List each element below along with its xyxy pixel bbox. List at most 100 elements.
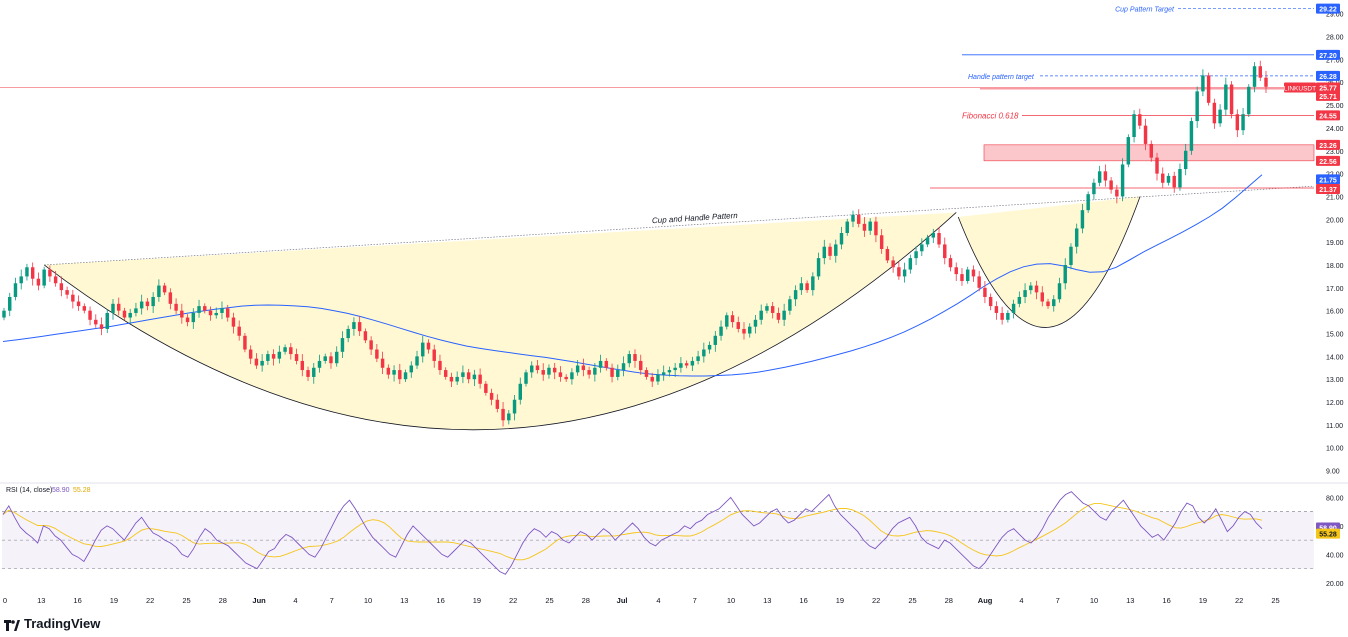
candle: [1069, 243, 1073, 270]
candle: [42, 266, 46, 289]
candle: [948, 254, 953, 272]
candle: [300, 354, 305, 377]
candle: [306, 366, 310, 382]
price-axis-label: 26.28: [1316, 70, 1340, 81]
candle: [180, 303, 184, 324]
candle-body: [1264, 77, 1268, 87]
candle: [616, 364, 620, 381]
price-tick-label: 18.00: [1326, 263, 1344, 270]
candle: [415, 350, 419, 369]
candle: [432, 344, 436, 368]
candle: [438, 354, 442, 375]
candle-body: [306, 370, 310, 377]
candle: [214, 307, 218, 319]
candle-body: [134, 308, 138, 313]
price-axis-label: 25.71: [1316, 90, 1340, 101]
candle: [1006, 310, 1010, 323]
candle-body: [1258, 66, 1262, 78]
time-tick-label: 13: [1126, 596, 1134, 605]
candle: [1178, 163, 1182, 191]
price-tick-label: 14.00: [1326, 354, 1344, 361]
candle-body: [105, 312, 109, 329]
candle-body: [828, 246, 832, 256]
candle-body: [254, 358, 259, 366]
candle-body: [363, 331, 368, 341]
candle-body: [128, 312, 132, 318]
candle-body: [983, 287, 987, 297]
resistance-zone: [983, 144, 1315, 162]
candle-body: [851, 214, 855, 222]
footer-brand: TradingView: [4, 615, 100, 631]
price-axis-labels: 29.2227.2026.2825.7751:0725.7124.5523.26…: [1316, 3, 1340, 195]
candle: [461, 365, 465, 384]
candle-body: [340, 338, 345, 352]
candle: [679, 357, 683, 373]
candle: [484, 381, 488, 396]
price-tick-label: 24.00: [1326, 126, 1344, 133]
candle: [799, 277, 804, 295]
candle-body: [696, 356, 700, 361]
rsi-ma-line: [2, 502, 1263, 561]
candle-body: [65, 290, 69, 295]
candle-body: [535, 365, 540, 371]
candle: [587, 366, 591, 379]
candle: [977, 270, 981, 292]
candle-body: [931, 233, 936, 238]
candle: [380, 351, 385, 374]
rsi-tick-label: 80.00: [1326, 495, 1344, 502]
candle-body: [53, 276, 58, 284]
candle: [856, 209, 861, 228]
candle: [421, 335, 425, 363]
candle-body: [530, 365, 534, 373]
candle: [736, 316, 740, 333]
candle-body: [920, 244, 924, 252]
brand-name: TradingView: [24, 615, 101, 631]
candle: [65, 286, 69, 299]
candle: [1000, 306, 1004, 325]
candle-body: [742, 328, 746, 334]
candle-body: [36, 278, 41, 286]
time-tick-label: 28: [582, 596, 590, 605]
candle-body: [702, 349, 706, 357]
candle-body: [180, 310, 184, 318]
candle: [598, 354, 603, 373]
candle-body: [1017, 296, 1022, 304]
candle-body: [312, 367, 316, 377]
candle: [845, 218, 849, 236]
candle: [639, 354, 643, 375]
candle: [960, 267, 964, 286]
candle: [570, 368, 574, 385]
cup-arc: [43, 212, 957, 431]
handle-target-label: Handle pattern target: [968, 74, 1035, 81]
candle: [260, 354, 264, 372]
candle-body: [461, 372, 465, 377]
candle-body: [570, 372, 574, 380]
candle-body: [111, 303, 115, 313]
price-axis-label-text: 25.71: [1319, 94, 1337, 101]
time-tick-label: 4: [293, 596, 297, 605]
candle: [220, 301, 224, 320]
price-axis-label-text: 22.56: [1319, 159, 1337, 166]
candle-body: [839, 233, 844, 245]
candle: [111, 299, 115, 320]
price-tick-label: 10.00: [1326, 446, 1344, 453]
candle-body: [13, 283, 18, 297]
time-tick-label: 19: [110, 596, 118, 605]
candle-body: [294, 354, 299, 361]
candle-body: [598, 360, 603, 368]
candle-body: [1115, 189, 1119, 197]
candle-body: [357, 322, 362, 332]
price-tick-label: 13.00: [1326, 377, 1344, 384]
candle-body: [856, 214, 861, 224]
candle-body: [736, 322, 740, 329]
rsi-line: [2, 491, 1263, 575]
price-tick-label: 16.00: [1326, 309, 1344, 316]
candle: [283, 344, 287, 355]
candle: [71, 289, 75, 309]
price-axis: 9.00 10.00 11.00 12.00 13.00 14.00 15.00 16.00 1…: [1326, 12, 1344, 476]
candle-body: [868, 221, 872, 231]
candle-body: [317, 360, 322, 368]
candle-body: [157, 285, 161, 297]
candle-body: [478, 374, 482, 384]
